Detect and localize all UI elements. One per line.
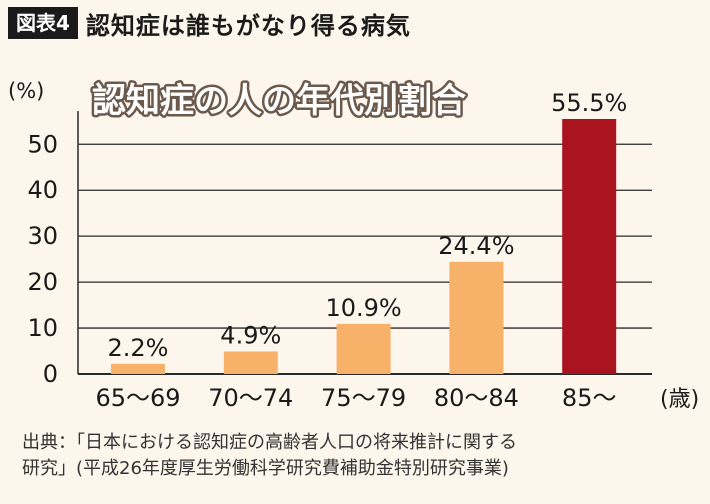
data-label: 55.5%: [551, 89, 627, 117]
y-tick-label: 0: [43, 360, 58, 388]
data-label: 2.2%: [108, 334, 169, 362]
x-axis-unit-label: (歳): [660, 387, 699, 412]
source-note: 出典：「日本における認知症の高齢者人口の将来推計に関する 研究」(平成26年度厚…: [22, 430, 702, 482]
chart-title: 認知症の人の年代別割合: [92, 81, 466, 121]
source-line-2: 研究」(平成26年度厚生労働科学研究費補助金特別研究事業): [22, 458, 509, 479]
data-label: 24.4%: [438, 232, 514, 260]
y-tick-label: 50: [27, 130, 58, 158]
x-tick-label: 65〜69: [95, 384, 180, 412]
x-tick-label: 75〜79: [321, 384, 406, 412]
bar: [449, 261, 504, 374]
bar: [562, 119, 617, 374]
y-tick-label: 10: [27, 314, 58, 342]
x-tick-label: 70〜74: [208, 384, 293, 412]
y-tick-label: 40: [27, 176, 58, 204]
figure-label-badge: 図表4: [8, 7, 78, 39]
data-label: 4.9%: [220, 321, 281, 349]
y-axis-unit-label: (%): [8, 79, 44, 103]
source-line-1: 出典：「日本における認知症の高齢者人口の将来推計に関する: [22, 432, 517, 453]
bar: [336, 323, 391, 374]
y-tick-label: 20: [27, 268, 58, 296]
x-tick-label: 85〜: [562, 384, 617, 412]
y-tick-labels: 0 10 20 30 40 50: [27, 130, 58, 388]
page-title: 認知症は誰もがなり得る病気: [85, 11, 411, 40]
bar: [111, 363, 165, 374]
y-tick-label: 30: [27, 222, 58, 250]
data-labels: 2.2% 4.9% 10.9% 24.4% 55.5%: [108, 89, 628, 362]
figure-header: 図表4 認知症は誰もがなり得る病気: [8, 6, 411, 40]
x-tick-labels: 65〜69 70〜74 75〜79 80〜84 85〜: [95, 384, 616, 412]
bar: [223, 351, 278, 374]
data-label: 10.9%: [325, 294, 401, 322]
x-tick-label: 80〜84: [434, 384, 519, 412]
bars: [111, 119, 617, 374]
grid-lines: [78, 143, 652, 375]
